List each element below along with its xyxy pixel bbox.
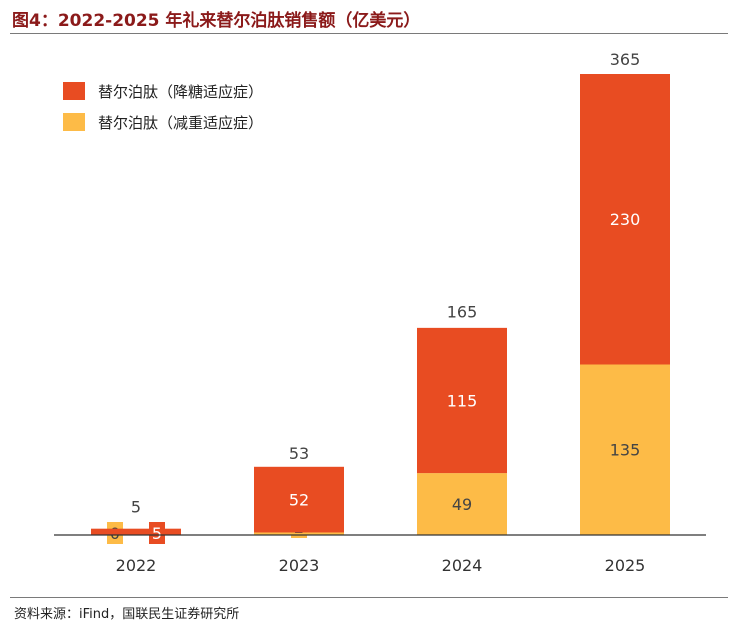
bar-segment-obesity-2024 xyxy=(417,473,507,535)
x-tick-label-2024: 2024 xyxy=(442,556,483,575)
bar-segment-diabetes-2023 xyxy=(254,466,344,533)
x-tick-label-2022: 2022 xyxy=(116,556,157,575)
total-label-2023: 53 xyxy=(289,444,309,463)
bar-segment-diabetes-2025 xyxy=(580,74,670,365)
source-rule xyxy=(10,597,728,598)
segment-label-diabetes-2025: 230 xyxy=(610,210,641,229)
total-label-2024: 165 xyxy=(447,303,478,322)
legend-swatch-obesity xyxy=(63,113,85,131)
figure-title: 图4：2022-2025 年礼来替尔泊肽销售额（亿美元） xyxy=(12,11,421,31)
legend-swatch-diabetes xyxy=(63,82,85,100)
source-note: 资料来源：iFind，国联民生证券研究所 xyxy=(14,607,240,622)
x-tick-label-2025: 2025 xyxy=(605,556,646,575)
segment-label-obesity-2025: 135 xyxy=(610,441,641,460)
x-axis-ticks: 2022 2023 2024 2025 xyxy=(116,556,646,575)
segment-label-tag-diabetes-2022 xyxy=(149,522,165,544)
stacked-bar-chart: 替尔泊肽（降糖适应症）替尔泊肽（减重适应症） 05525253491151651… xyxy=(54,50,706,575)
segment-label-obesity-2024: 49 xyxy=(452,495,472,514)
total-label-2025: 365 xyxy=(610,50,641,69)
chart-legend: 替尔泊肽（降糖适应症） 替尔泊肽（减重适应症） xyxy=(63,82,263,132)
bar-segment-obesity-2025 xyxy=(580,364,670,535)
title-rule xyxy=(10,33,728,34)
segment-label-diabetes-2022: 5 xyxy=(152,524,162,543)
bar-segment-diabetes-2024 xyxy=(417,327,507,474)
x-tick-label-2023: 2023 xyxy=(279,556,320,575)
legend-label-diabetes: 替尔泊肽（降糖适应症） xyxy=(98,83,263,101)
legend-label-obesity: 替尔泊肽（减重适应症） xyxy=(98,114,263,132)
segment-label-diabetes-2024: 115 xyxy=(447,391,478,410)
bar-segment-diabetes-2022 xyxy=(91,528,181,535)
bar-group: 0552525349115165135230365 xyxy=(91,50,670,544)
segment-label-diabetes-2023: 52 xyxy=(289,491,309,510)
total-label-2022: 5 xyxy=(131,498,141,517)
